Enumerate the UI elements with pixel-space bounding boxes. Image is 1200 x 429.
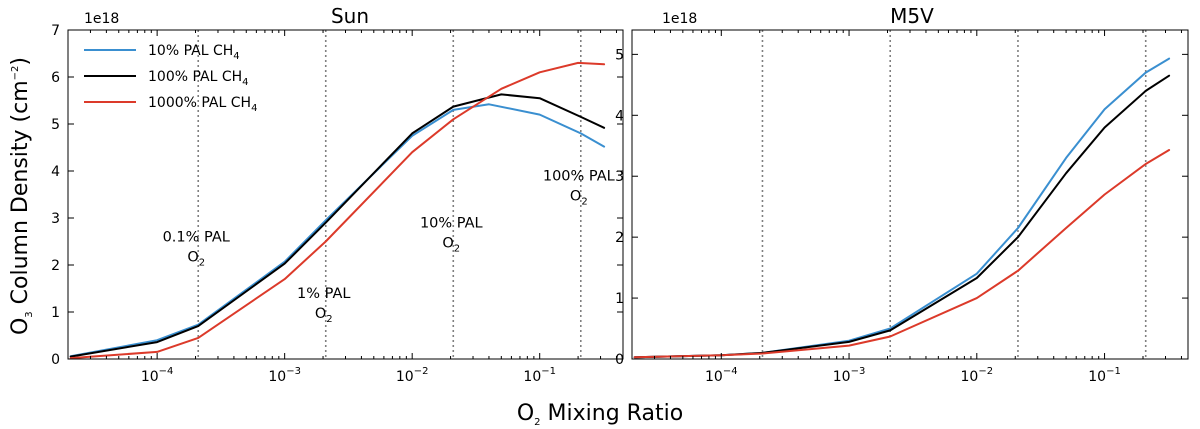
- x-tick-label: 10−1: [523, 366, 556, 385]
- legend-entry-2: 100% PAL CH4: [148, 69, 249, 88]
- y-tick-label: 2: [51, 258, 60, 274]
- y-tick-label: 2: [615, 230, 624, 246]
- x-tick-label: 10−4: [141, 366, 174, 385]
- y-tick-label: 0: [615, 352, 624, 368]
- y-tick-label: 1: [51, 305, 60, 321]
- y-tick-label: 7: [51, 23, 60, 39]
- annotation-label: 0.1% PAL: [163, 230, 230, 246]
- panel-title: M5V: [890, 4, 934, 28]
- y-tick-label: 6: [51, 70, 60, 86]
- annotation-species: O2: [570, 188, 588, 207]
- annotation-label: 10% PAL: [420, 215, 483, 231]
- series-line-1: [69, 103, 606, 358]
- panel-sun: Sun 1e18 0 1 2 3 4 5 6 7 10−4 10−3 10−2 10−1 0.1% PA…: [51, 4, 624, 385]
- y-offset-label: 1e18: [84, 11, 119, 27]
- y-tick-label: 5: [51, 117, 60, 133]
- y-tick-label: 1: [615, 291, 624, 307]
- x-tick-label: 10−1: [1088, 366, 1121, 385]
- annotation-label: 100% PAL: [543, 168, 615, 184]
- annotation-species: O2: [442, 235, 460, 254]
- legend-entry-3: 1000% PAL CH4: [148, 95, 257, 114]
- annotation-label: 1% PAL: [297, 286, 350, 302]
- x-axis-label: O2 Mixing Ratio: [517, 401, 683, 428]
- legend: 10% PAL CH4 100% PAL CH4 1000% PAL CH4: [84, 43, 257, 114]
- annotation-species: O2: [315, 306, 333, 325]
- x-tick-label: 10−2: [396, 366, 429, 385]
- panel-title: Sun: [331, 4, 369, 28]
- y-tick-label: 5: [615, 47, 624, 63]
- annotation-species: O2: [187, 250, 205, 269]
- x-tick-label: 10−4: [705, 366, 738, 385]
- y-tick-label: 4: [51, 164, 60, 180]
- x-tick-label: 10−2: [961, 366, 994, 385]
- y-tick-label: 4: [615, 108, 624, 124]
- y-tick-label: 0: [51, 352, 60, 368]
- y-tick-label: 3: [51, 211, 60, 227]
- series-line-2: [69, 93, 606, 358]
- series-line-3: [69, 61, 606, 360]
- y-axis-label: O3 Column Density (cm−2): [8, 57, 35, 335]
- x-tick-label: 10−3: [268, 366, 301, 385]
- series-line-3: [633, 149, 1171, 359]
- panel-m5v: M5V 1e18 0 1 2 3 4 5 10−4 10−3 10−2 10−1: [615, 4, 1189, 385]
- x-tick-label: 10−3: [833, 366, 866, 385]
- legend-entry-1: 10% PAL CH4: [148, 43, 240, 62]
- series-line-2: [633, 74, 1171, 359]
- y-tick-label: 3: [615, 169, 624, 185]
- y-offset-label: 1e18: [662, 11, 697, 27]
